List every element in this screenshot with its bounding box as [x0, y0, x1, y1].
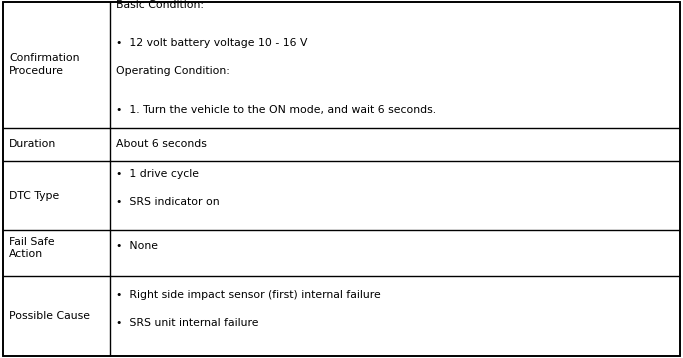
Text: Duration: Duration	[9, 140, 56, 149]
Text: •  12 volt battery voltage 10 - 16 V: • 12 volt battery voltage 10 - 16 V	[115, 38, 307, 48]
Text: About 6 seconds: About 6 seconds	[115, 140, 206, 149]
Text: Basic Condition:: Basic Condition:	[115, 0, 204, 10]
Text: Confirmation
Procedure: Confirmation Procedure	[9, 53, 79, 76]
Text: Possible Cause: Possible Cause	[9, 311, 90, 321]
Text: Operating Condition:: Operating Condition:	[115, 66, 229, 76]
Text: •  1 drive cycle: • 1 drive cycle	[115, 169, 199, 179]
Text: DTC Type: DTC Type	[9, 191, 59, 201]
Text: •  SRS indicator on: • SRS indicator on	[115, 198, 219, 208]
Text: •  1. Turn the vehicle to the ON mode, and wait 6 seconds.: • 1. Turn the vehicle to the ON mode, an…	[115, 105, 436, 115]
Text: •  Right side impact sensor (first) internal failure: • Right side impact sensor (first) inter…	[115, 290, 380, 300]
Text: •  None: • None	[115, 241, 158, 251]
Text: Fail Safe
Action: Fail Safe Action	[9, 237, 55, 259]
Text: •  SRS unit internal failure: • SRS unit internal failure	[115, 318, 258, 328]
